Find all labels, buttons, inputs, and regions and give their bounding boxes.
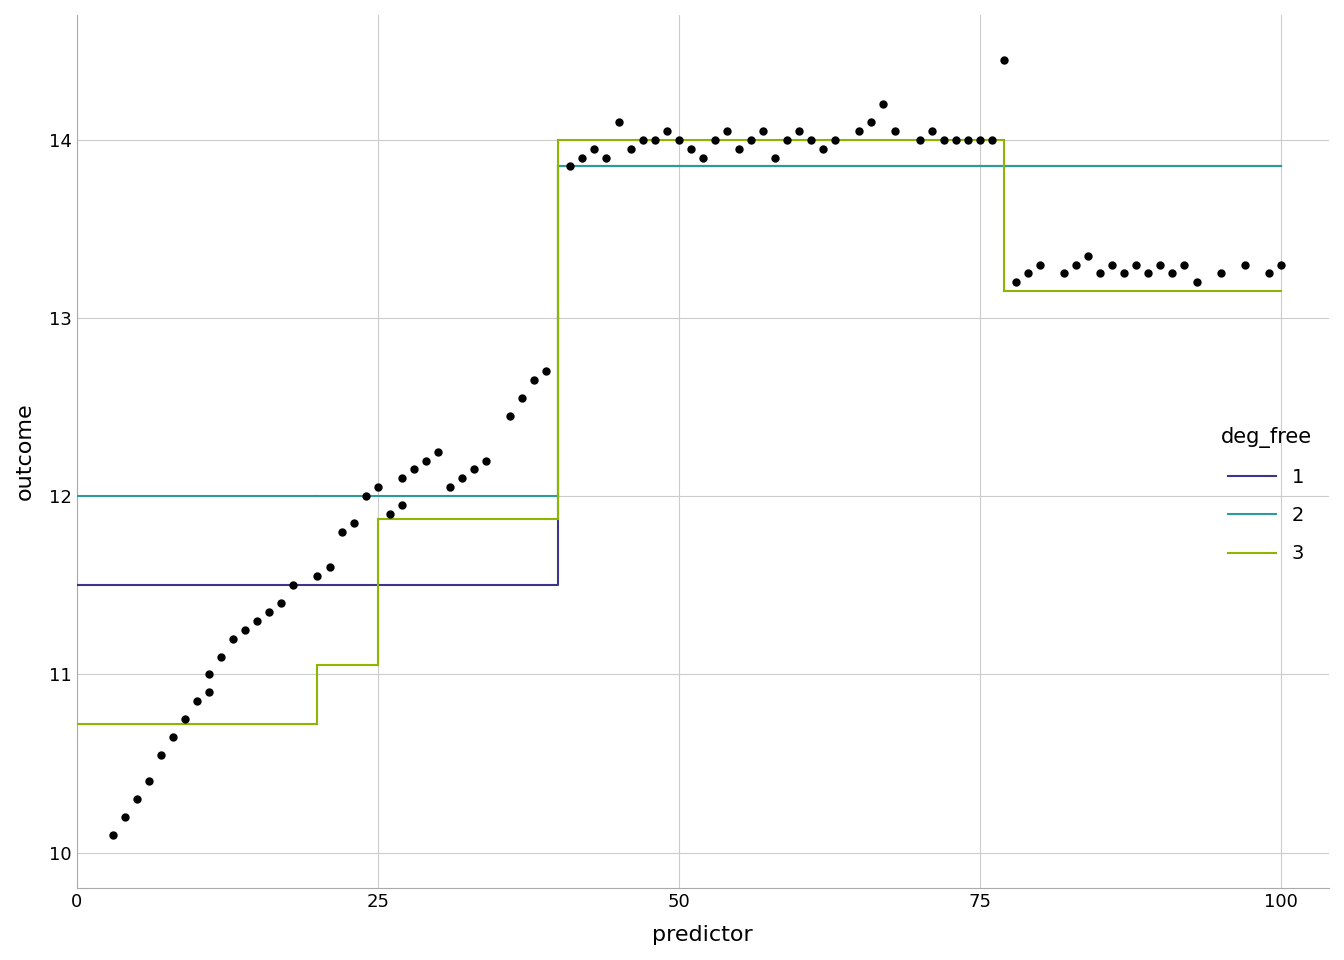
Point [391,470,413,486]
Point [151,747,172,762]
Point [777,132,798,148]
Point [993,52,1015,67]
Point [716,123,738,138]
Point [1173,257,1195,273]
Point [391,497,413,513]
Point [1114,266,1136,281]
Point [583,141,605,156]
Point [234,622,255,637]
Point [379,506,401,521]
Point [824,132,845,148]
Point [933,132,954,148]
Point [199,684,220,700]
Point [343,516,364,531]
X-axis label: predictor: predictor [652,925,753,945]
Y-axis label: outcome: outcome [15,403,35,500]
Point [211,649,233,664]
Point [367,480,388,495]
Point [138,774,160,789]
Point [163,729,184,744]
Point [620,141,641,156]
Point [331,524,352,540]
Point [884,123,906,138]
Point [644,132,665,148]
Point [439,480,461,495]
Point [957,132,978,148]
Point [753,123,774,138]
Point [1066,257,1087,273]
Point [222,631,243,646]
Point [668,132,689,148]
Point [282,578,304,593]
Point [246,613,267,629]
Point [571,150,593,165]
Point [656,123,677,138]
Point [258,605,280,620]
Point [813,141,835,156]
Point [1258,266,1279,281]
Point [1090,266,1111,281]
Point [945,132,966,148]
Point [464,462,485,477]
Point [1185,275,1207,290]
Point [1054,266,1075,281]
Point [848,123,870,138]
Point [512,391,534,406]
Point [860,114,882,130]
Point [1270,257,1292,273]
Point [607,114,629,130]
Point [102,828,124,843]
Point [306,568,328,584]
Point [789,123,810,138]
Point [319,560,340,575]
Point [476,453,497,468]
Point [559,158,581,174]
Point [909,132,930,148]
Point [452,470,473,486]
Point [595,150,617,165]
Legend: 1, 2, 3: 1, 2, 3 [1212,420,1320,571]
Point [1234,257,1255,273]
Point [921,123,942,138]
Point [728,141,750,156]
Point [1102,257,1124,273]
Point [969,132,991,148]
Point [704,132,726,148]
Point [427,444,449,459]
Point [801,132,823,148]
Point [175,711,196,727]
Point [1078,248,1099,263]
Point [126,791,148,806]
Point [1210,266,1231,281]
Point [1030,257,1051,273]
Point [523,372,544,388]
Point [741,132,762,148]
Point [1149,257,1171,273]
Point [403,462,425,477]
Point [680,141,702,156]
Point [535,364,556,379]
Point [1137,266,1159,281]
Point [199,666,220,682]
Point [415,453,437,468]
Point [500,408,521,423]
Point [981,132,1003,148]
Point [1125,257,1146,273]
Point [1161,266,1183,281]
Point [632,132,653,148]
Point [1017,266,1039,281]
Point [692,150,714,165]
Point [187,693,208,708]
Point [270,595,292,611]
Point [765,150,786,165]
Point [114,809,136,825]
Point [1005,275,1027,290]
Point [355,489,376,504]
Point [872,96,894,111]
